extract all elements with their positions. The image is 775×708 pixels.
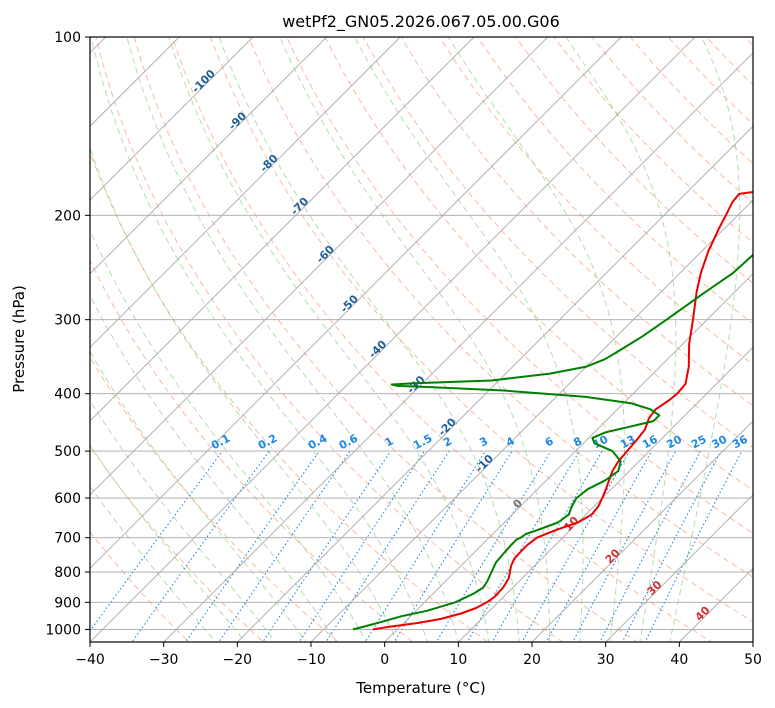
dry-adiabat [90,356,340,642]
x-tick-label: 40 [670,652,688,668]
dry-adiabat [515,37,753,284]
moist-adiabat [126,37,459,642]
y-tick-label: 1000 [45,622,81,638]
isotherm-line [90,37,549,496]
plot-frame [89,36,754,643]
dry-adiabat [324,37,753,491]
dry-adiabat [286,37,753,534]
mixing-ratio-line [262,450,392,642]
dry-adiabat [95,37,564,642]
y-tick-label: 400 [54,387,81,403]
mixing-ratio-line [131,450,270,642]
isotherm-line [90,37,254,201]
moist-adiabat [90,146,398,642]
x-tick-label: 10 [449,652,467,668]
moist-adiabat [90,399,276,642]
chart-title: wetPf2_GN05.2026.067.05.00.G06 [282,12,560,32]
pressure-gridlines [90,37,753,630]
mixing-ratio-line [491,450,603,642]
x-tick-label: 30 [597,652,615,668]
x-axis-ticks: −40 −30 −20 −10 0 10 20 30 40 50 [75,642,762,668]
mixing-ratio-label: 16 [640,433,660,452]
mixing-ratio-line [218,450,351,642]
isotherm-line [457,346,753,642]
skewed-isotherms [90,37,753,642]
dry-adiabat [553,37,753,244]
isotherm-line [236,125,753,642]
y-tick-label: 700 [54,531,81,547]
mixing-ratio-label: 30 [710,433,730,452]
x-tick-label: −40 [75,652,105,668]
mixing-ratio-label: 36 [730,433,750,452]
y-axis-label: Pressure (hPa) [10,285,28,393]
mixing-ratio-line [185,450,320,642]
y-tick-label: 500 [54,444,81,460]
y-tick-label: 600 [54,491,81,507]
dry-adiabat [90,531,190,642]
mixing-ratio-label: 13 [618,433,638,452]
isotherm-line [384,273,753,642]
dry-adiabat [248,37,753,578]
isotherm-line [531,420,753,642]
isotherm-line [90,37,475,422]
moist-adiabat [447,37,625,642]
mixing-ratio-label: 25 [689,433,709,452]
mixing-ratio-line [644,450,743,642]
dewpoint-profile-line [352,253,753,631]
mixing-ratio-line [435,450,552,642]
y-tick-label: 100 [54,30,81,46]
isotherm-line [605,494,753,642]
y-tick-label: 900 [54,595,81,611]
isotherm-line [90,37,696,642]
dry-adiabat [400,37,753,407]
x-axis-label: Temperature (°C) [355,679,485,697]
moist-adiabat [90,37,429,642]
moist-adiabat [90,350,307,642]
x-tick-label: −20 [223,652,253,668]
moist-adiabat [218,37,520,642]
temperature-profile-line [372,190,753,631]
dry-adiabat [591,37,753,204]
dry-adiabat [90,259,414,642]
x-tick-label: 0 [380,652,389,668]
dry-adiabat [362,37,753,449]
mixing-ratio-label: 20 [664,433,684,452]
x-tick-label: −30 [149,652,179,668]
moist-adiabat [354,37,584,642]
y-tick-label: 200 [54,208,81,224]
moist-adiabat [90,294,337,642]
mixing-ratio-line [545,450,653,642]
isotherm-line [90,37,328,275]
isotherm-line [90,37,180,127]
dry-adiabat [171,37,713,642]
mixing-ratio-line [325,450,450,642]
y-tick-label: 300 [54,313,81,329]
y-tick-label: 800 [54,565,81,581]
x-tick-label: 50 [744,652,762,668]
isotherm-line [90,37,401,348]
moist-adiabat [669,37,741,642]
isotherm-line [310,199,753,642]
dry-adiabat [209,37,753,623]
isotherm-line [163,52,753,642]
mixing-ratio-line [298,450,425,642]
y-axis-ticks: 1000 900 800 700 600 500 400 300 200 100 [45,30,90,638]
sounding-series [352,190,753,631]
moist-adiabat [168,37,490,642]
x-tick-label: −10 [296,652,326,668]
isotherm-line [90,37,622,570]
x-tick-label: 20 [523,652,541,668]
